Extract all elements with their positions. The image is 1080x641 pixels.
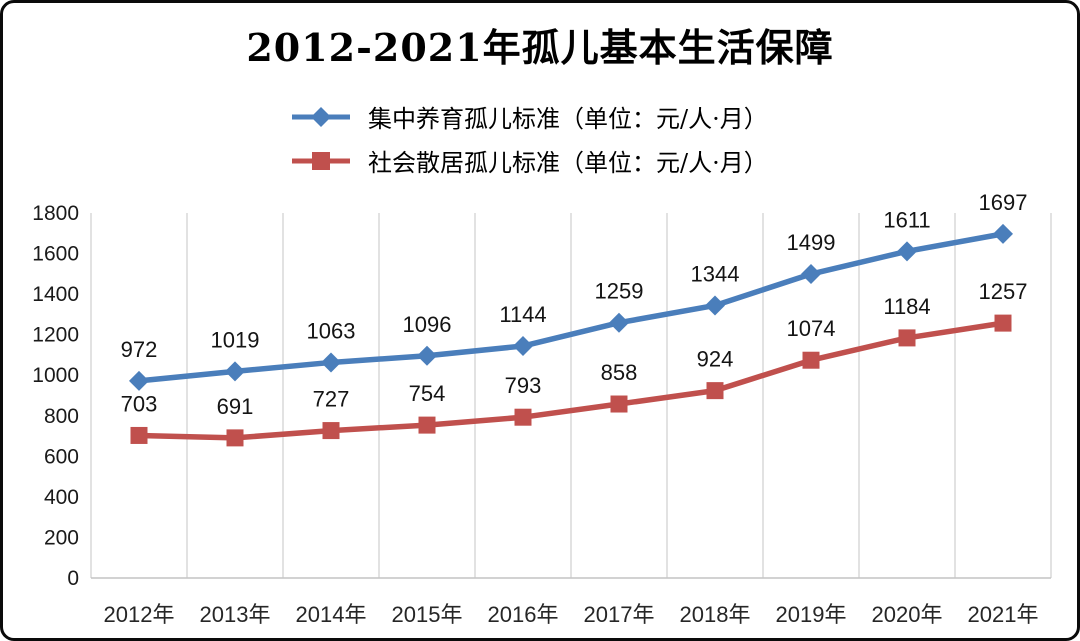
legend-line-square-icon	[292, 151, 350, 170]
x-tick-label: 2015年	[392, 602, 463, 627]
y-tick-label: 600	[44, 445, 79, 468]
x-tick-label: 2020年	[872, 602, 943, 627]
square-marker-icon	[514, 408, 532, 426]
data-label: 754	[409, 381, 446, 406]
square-marker-icon	[130, 426, 148, 444]
diamond-marker-icon	[609, 312, 629, 333]
diamond-marker-icon	[513, 336, 533, 357]
y-tick-label: 400	[44, 486, 79, 509]
data-label: 1019	[211, 327, 260, 352]
y-tick-label: 200	[44, 526, 79, 549]
diamond-marker-icon	[225, 361, 245, 382]
data-label: 691	[217, 394, 254, 419]
diamond-marker-icon	[417, 345, 437, 366]
diamond-marker-icon	[321, 352, 341, 373]
chart-title: 2012-2021年孤儿基本生活保障	[246, 25, 834, 70]
y-tick-label: 1200	[32, 324, 79, 347]
y-tick-label: 1400	[32, 283, 79, 306]
y-tick-label: 1000	[32, 364, 79, 387]
data-label: 972	[121, 337, 158, 362]
data-label: 1611	[883, 207, 930, 232]
data-label: 1063	[307, 318, 356, 343]
data-label: 1344	[691, 261, 740, 286]
square-marker-icon	[226, 429, 244, 447]
square-marker-icon	[322, 422, 340, 440]
data-label: 1184	[883, 294, 930, 319]
line-chart-plot: 0 200 400 600 800 1000 1200 1400 1600 1800 2012年 20…	[32, 190, 1052, 627]
y-tick-label: 0	[67, 567, 79, 590]
y-tick-label: 1600	[32, 243, 79, 266]
diamond-marker-icon	[705, 295, 725, 316]
legend-item-centralized: 集中养育孤儿标准（单位：元/人·月）	[290, 99, 790, 134]
legend: 集中养育孤儿标准（单位：元/人·月） 社会散居孤儿标准（单位：元/人·月）	[3, 99, 1077, 178]
data-label: 1074	[787, 316, 836, 341]
diamond-marker-icon	[801, 264, 821, 285]
square-marker-icon	[898, 329, 916, 347]
legend-line-diamond-icon	[292, 106, 350, 127]
x-tick-label: 2013年	[200, 602, 271, 627]
data-label: 1257	[979, 279, 1028, 304]
data-label: 793	[505, 373, 542, 398]
y-tick-label: 800	[44, 405, 79, 428]
diamond-marker-icon	[129, 370, 149, 391]
y-tick-label: 1800	[32, 202, 79, 225]
data-label: 1259	[595, 279, 644, 304]
legend-label-centralized: 集中养育孤儿标准（单位：元/人·月）	[368, 105, 768, 133]
data-label: 727	[313, 387, 350, 412]
square-marker-icon	[994, 314, 1012, 332]
square-marker-icon	[418, 416, 436, 434]
series-line	[136, 320, 1006, 441]
square-marker-icon	[610, 395, 628, 413]
x-tick-label: 2012年	[104, 602, 175, 627]
data-label: 1499	[787, 230, 836, 255]
diamond-marker-icon	[993, 223, 1013, 244]
x-tick-label: 2021年	[968, 602, 1039, 627]
x-tick-label: 2016年	[488, 602, 559, 627]
x-tick-label: 2018年	[680, 602, 751, 627]
legend-item-scattered: 社会散居孤儿标准（单位：元/人·月）	[290, 143, 790, 178]
square-marker-icon	[802, 351, 820, 369]
diamond-marker-icon	[897, 241, 917, 262]
series-line	[136, 231, 1006, 384]
legend-label-scattered: 社会散居孤儿标准（单位：元/人·月）	[368, 149, 768, 177]
data-label: 1096	[403, 312, 452, 337]
square-marker-icon	[706, 382, 724, 400]
data-label: 1697	[979, 190, 1028, 215]
data-label: 858	[601, 360, 638, 385]
data-label: 1144	[499, 302, 546, 327]
x-tick-label: 2014年	[296, 602, 367, 627]
data-label: 703	[121, 391, 158, 416]
data-label: 924	[697, 347, 734, 372]
x-tick-label: 2019年	[776, 602, 847, 627]
x-tick-label: 2017年	[584, 602, 655, 627]
